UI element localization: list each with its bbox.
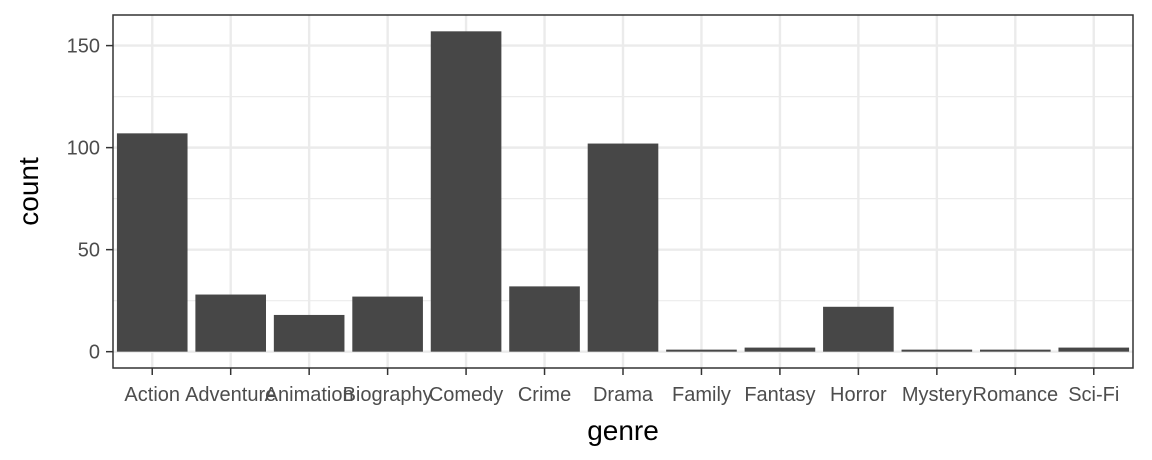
bar-comedy [430,31,502,352]
x-tick-label: Romance [973,384,1059,406]
bar-drama [587,143,659,352]
bar-horror [823,306,894,352]
y-axis: 0 50 100 150 [67,36,113,364]
bar-action [116,133,188,352]
bar-adventure [195,294,266,352]
x-tick-label: Mystery [902,384,972,406]
x-axis-title: genre [587,415,659,446]
x-tick-label: Fantasy [744,384,815,406]
y-tick-label: 150 [67,36,100,58]
x-tick-label: Action [124,384,180,406]
x-tick-label: Adventure [185,384,276,406]
bar-animation [273,314,345,352]
bar-sci-fi [1058,347,1130,352]
y-tick-label: 50 [78,240,100,262]
x-tick-label: Family [672,384,731,406]
x-tick-label: Biography [343,384,433,406]
y-axis-title: count [13,157,44,226]
y-tick-label: 0 [89,342,100,364]
x-tick-label: Drama [593,384,654,406]
bar-romance [980,349,1051,352]
x-tick-label: Animation [265,384,354,406]
bars [116,31,1130,352]
bar-biography [352,296,423,352]
x-tick-label: Comedy [429,384,503,406]
bar-fantasy [744,347,816,352]
x-tick-label: Crime [518,384,571,406]
x-tick-label: Horror [830,384,887,406]
bar-mystery [901,349,973,352]
x-tick-label: Sci-Fi [1068,384,1119,406]
bar-crime [509,286,580,352]
y-tick-label: 100 [67,138,100,160]
bar-family [666,349,737,352]
